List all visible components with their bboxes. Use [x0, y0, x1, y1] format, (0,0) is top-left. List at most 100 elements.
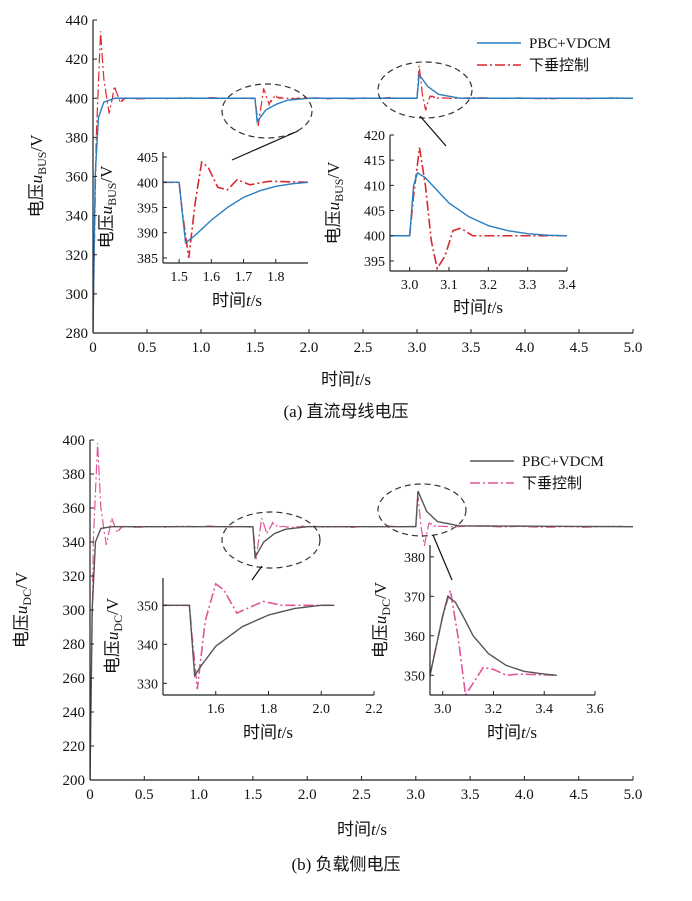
a-inset2-y-tick-label: 420 [364, 129, 385, 144]
b-main-x-tick-label: 4.5 [569, 787, 588, 803]
a-inset1-y-tick-label: 405 [137, 151, 158, 166]
b-main-y-tick-label: 220 [63, 739, 86, 755]
a-main-y-tick-label: 440 [66, 13, 89, 29]
a-inset1-series-pbc-vdcm [163, 181, 309, 245]
a-main-series-pbc-vdcm [93, 72, 633, 333]
zoom-ellipse [221, 83, 313, 139]
a-inset2-x-tick-label: 3.0 [401, 278, 419, 293]
a-main-y-tick-label: 320 [66, 248, 89, 264]
a-inset1-y-tick-label: 395 [137, 202, 158, 217]
a-main-x-tick-label: 4.5 [570, 340, 589, 356]
b-inset2-plot-background [430, 545, 595, 695]
b-inset2-x-tick-label: 3.4 [535, 702, 553, 717]
b-main-y-axis-label: 电压uDC/V [12, 571, 34, 648]
a-main-x-tick-label: 0 [89, 340, 97, 356]
a-inset2-x-tick-label: 3.3 [519, 278, 537, 293]
a-inset2-y-tick-label: 400 [364, 230, 385, 245]
b-inset1-y-tick-label: 350 [137, 599, 158, 614]
a-main-y-tick-label: 340 [66, 209, 89, 225]
a-main-x-tick-label: 5.0 [624, 340, 643, 356]
a-main-x-tick-label: 2.5 [354, 340, 373, 356]
a-main-x-tick-label: 3.5 [462, 340, 481, 356]
a-main-x-axis-label: 时间t/s [321, 370, 371, 389]
b-main-y-tick-label: 380 [63, 467, 86, 483]
b-main-x-tick-label: 0.5 [135, 787, 154, 803]
b-main-x-tick-label: 0 [86, 787, 94, 803]
a-main-x-tick-label: 3.0 [408, 340, 427, 356]
b-inset2-y-tick-label: 360 [404, 630, 425, 645]
b-main-x-tick-label: 3.0 [406, 787, 425, 803]
b-inset2-y-axis-label: 电压uDC/V [371, 581, 393, 658]
chart-axes-layer: 0 0.5 1.0 1.5 2.0 2.5 3.0 3.5 4.0 4.5 5.0 280 300 320… [12, 13, 642, 839]
b-main-y-tick-label: 340 [63, 535, 86, 551]
a-main-x-tick-label: 1.5 [246, 340, 265, 356]
b-inset1-y-axis-label: 电压uDC/V [103, 597, 125, 674]
b-main-y-tick-label: 300 [63, 603, 86, 619]
a-inset1-x-tick-label: 1.5 [170, 270, 188, 285]
b-inset1-x-tick-label: 2.0 [313, 702, 331, 717]
b-inset1-series-pbc-vdcm [163, 604, 335, 678]
a-inset2-y-tick-label: 405 [364, 205, 385, 220]
a-inset1-series-droop [163, 160, 309, 259]
a-main-x-tick-label: 4.0 [516, 340, 535, 356]
b-inset2-y-tick-label: 370 [404, 590, 425, 605]
b-inset2-x-tick-label: 3.6 [586, 702, 604, 717]
zoom-ellipse [221, 511, 321, 569]
b-main-legend-label: 下垂控制 [522, 475, 582, 492]
b-main-x-tick-label: 5.0 [624, 787, 643, 803]
b-inset1-x-tick-label: 1.8 [260, 702, 278, 717]
b-main-x-tick-label: 1.5 [244, 787, 263, 803]
b-main-y-tick-label: 400 [63, 433, 86, 449]
a-main-y-tick-label: 380 [66, 130, 89, 146]
annotation-layer [221, 61, 473, 581]
a-main-x-tick-label: 2.0 [300, 340, 319, 356]
zoom-leader-line [432, 534, 453, 581]
a-main-y-tick-label: 420 [66, 52, 89, 68]
b-inset2-y-tick-label: 350 [404, 669, 425, 684]
a-main-y-tick-label: 360 [66, 170, 89, 186]
a-inset2-series-pbc-vdcm [390, 171, 568, 237]
a-inset2-series-droop [390, 147, 567, 271]
a-inset1-y-tick-label: 400 [137, 176, 158, 191]
b-inset2-x-tick-label: 3.0 [434, 702, 452, 717]
a-main-y-tick-label: 280 [66, 326, 89, 342]
a-main-y-tick-label: 300 [66, 287, 89, 303]
b-main-x-tick-label: 1.0 [189, 787, 208, 803]
b-inset2-series-pbc-vdcm [430, 595, 557, 676]
b-inset1-plot-background [163, 578, 374, 695]
b-main-y-tick-label: 320 [63, 569, 86, 585]
b-inset1-x-tick-label: 1.6 [207, 702, 225, 717]
a-inset2-plot-background [390, 135, 567, 271]
zoom-ellipse [377, 483, 467, 537]
a-inset2-x-tick-label: 3.4 [558, 278, 576, 293]
b-main-x-tick-label: 2.0 [298, 787, 317, 803]
a-inset2-y-tick-label: 415 [364, 154, 385, 169]
a-inset1-y-tick-label: 390 [137, 227, 158, 242]
zoom-leader-line [419, 115, 447, 147]
a-inset2-y-axis-label: 电压uBUS/V [324, 161, 346, 245]
a-main-x-tick-label: 1.0 [192, 340, 211, 356]
a-inset1-x-tick-label: 1.6 [203, 270, 221, 285]
b-main-x-tick-label: 2.5 [352, 787, 371, 803]
a-inset1-y-axis-label: 电压uBUS/V [97, 165, 119, 249]
a-inset1-y-tick-label: 385 [137, 252, 158, 267]
b-inset1-y-tick-label: 330 [137, 677, 158, 692]
a-main-x-tick-label: 0.5 [138, 340, 157, 356]
a-inset1-plot-background [163, 152, 308, 263]
b-inset2-y-tick-label: 380 [404, 551, 425, 566]
a-inset1-x-tick-label: 1.7 [235, 270, 253, 285]
b-main-x-tick-label: 4.0 [515, 787, 534, 803]
b-inset1-x-axis-label: 时间t/s [243, 723, 293, 742]
chart-lines-layer [90, 31, 634, 780]
caption-a: (a) 直流母线电压 [283, 402, 408, 421]
a-main-legend-label: PBC+VDCM [529, 36, 611, 52]
b-main-y-tick-label: 360 [63, 501, 86, 517]
caption-b: (b) 负载侧电压 [291, 855, 400, 874]
a-inset2-y-tick-label: 395 [364, 255, 385, 270]
a-main-legend-label: 下垂控制 [529, 57, 589, 74]
a-main-y-tick-label: 400 [66, 91, 89, 107]
zoom-ellipse [377, 61, 473, 119]
a-inset1-x-axis-label: 时间t/s [212, 291, 262, 310]
a-inset2-x-axis-label: 时间t/s [453, 298, 503, 317]
